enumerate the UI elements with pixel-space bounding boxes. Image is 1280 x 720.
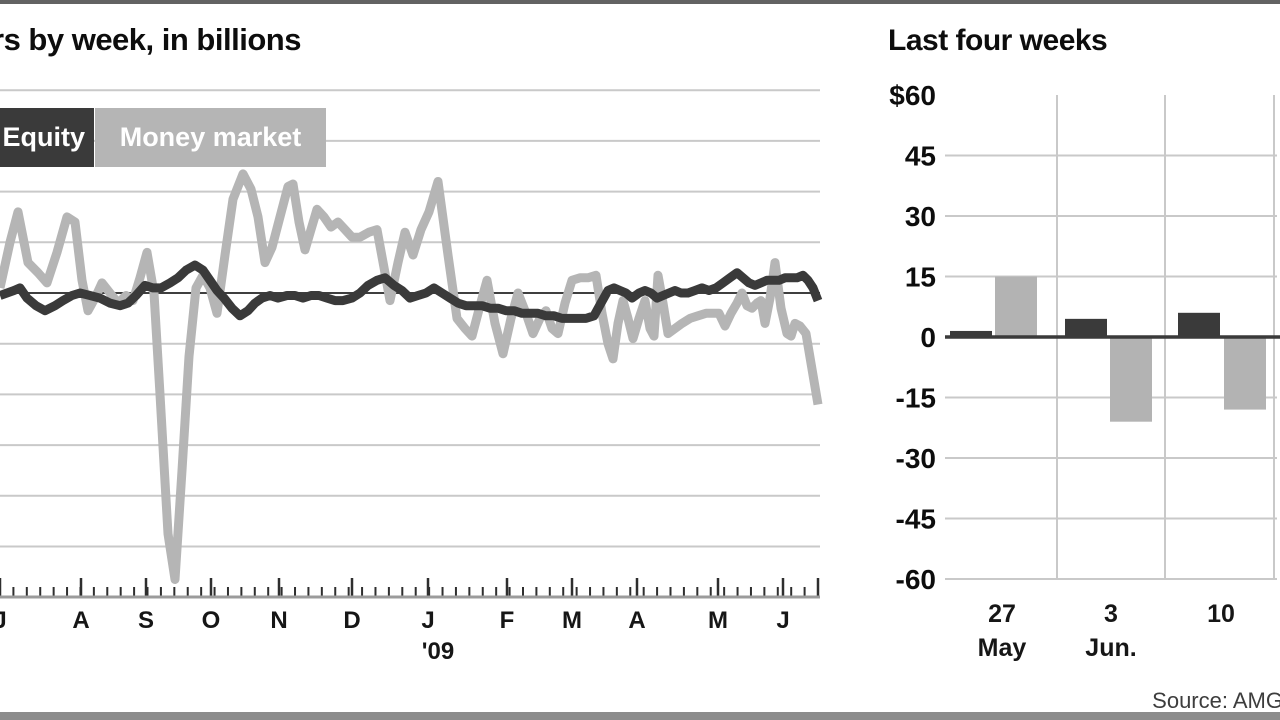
bar-ytick-label: -60	[896, 564, 936, 595]
bar-week-label: 27	[988, 600, 1016, 628]
year-label: '09	[422, 638, 454, 665]
legend-equity-label: Equity	[2, 122, 85, 152]
month-label: S	[138, 607, 154, 634]
bar-ytick-label: 15	[905, 262, 936, 293]
month-label: J	[421, 607, 434, 634]
month-label: O	[202, 607, 221, 634]
month-label: A	[72, 607, 89, 634]
equity-bar	[1065, 318, 1107, 337]
month-label: J	[0, 607, 7, 634]
month-label: M	[708, 607, 728, 634]
legend-item-money-market: Money market	[95, 108, 326, 167]
month-label: A	[628, 607, 645, 634]
equity-bar	[1178, 312, 1220, 337]
bar-ytick-label: 30	[905, 201, 936, 232]
bar-ytick-label: 0	[920, 322, 936, 353]
bar-ytick-label: -30	[896, 443, 936, 474]
line-series-equity	[0, 260, 823, 323]
bar-ytick-label: $60	[889, 80, 936, 111]
bar-week-label: 10	[1207, 600, 1235, 628]
legend-item-equity: Equity	[0, 108, 94, 167]
month-label: F	[500, 607, 515, 634]
last-four-weeks-title: Last four weeks	[888, 24, 1108, 57]
bar-ytick-label: -15	[896, 382, 936, 413]
money-market-bar	[1224, 337, 1266, 410]
main-chart-title: rs by week, in billions	[0, 22, 301, 57]
bottom-rule	[0, 712, 1280, 720]
bar-ytick-label: -45	[896, 503, 936, 534]
equity-bar	[950, 330, 992, 337]
bar-week-label: 3	[1104, 600, 1118, 628]
money-market-bar	[995, 276, 1037, 337]
bar-ytick-label: 45	[905, 141, 936, 172]
line-series-money-market	[0, 169, 823, 584]
month-label: M	[562, 607, 582, 634]
month-label: N	[270, 607, 287, 634]
legend-money-market-label: Money market	[119, 122, 302, 152]
top-rule	[0, 0, 1280, 4]
money-market-bar	[1110, 337, 1152, 422]
bar-week-label: Jun.	[1085, 634, 1136, 662]
month-label: J	[776, 607, 789, 634]
bar-week-label: May	[978, 634, 1027, 662]
month-label: D	[343, 607, 360, 634]
source-credit: Source: AMG	[1152, 688, 1280, 713]
